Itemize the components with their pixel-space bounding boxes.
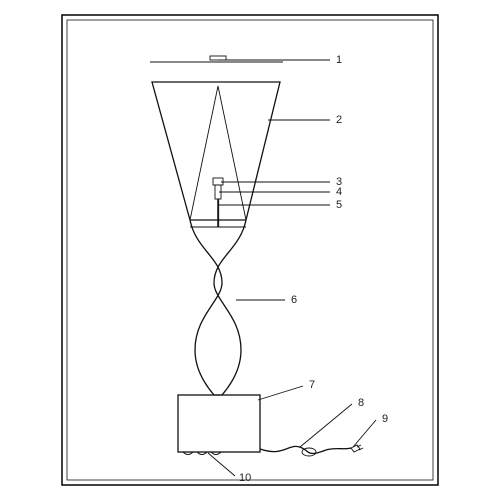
callout-label-4: 4 xyxy=(336,186,342,198)
callout-label-6: 6 xyxy=(291,294,297,306)
top-cap xyxy=(210,56,226,60)
callout-label-1: 1 xyxy=(336,54,342,66)
callout-label-8: 8 xyxy=(358,397,364,409)
inner-border xyxy=(67,20,433,480)
callout-line-8 xyxy=(300,404,352,447)
diagram-svg xyxy=(0,0,500,500)
lamp-neck xyxy=(190,220,246,395)
power-cable xyxy=(260,446,351,453)
socket-stem xyxy=(218,199,219,227)
callout-label-10: 10 xyxy=(239,472,251,484)
callout-line-10 xyxy=(208,453,235,476)
diagram-stage: 12345678910 xyxy=(0,0,500,500)
callout-label-7: 7 xyxy=(309,379,315,391)
socket-nut xyxy=(213,178,223,185)
callout-line-7 xyxy=(258,386,303,400)
callout-label-2: 2 xyxy=(336,114,342,126)
callout-line-9 xyxy=(353,420,376,447)
callout-label-5: 5 xyxy=(336,199,342,211)
callout-label-9: 9 xyxy=(382,413,388,425)
plug-icon xyxy=(351,445,363,452)
lamp-base xyxy=(178,395,260,452)
